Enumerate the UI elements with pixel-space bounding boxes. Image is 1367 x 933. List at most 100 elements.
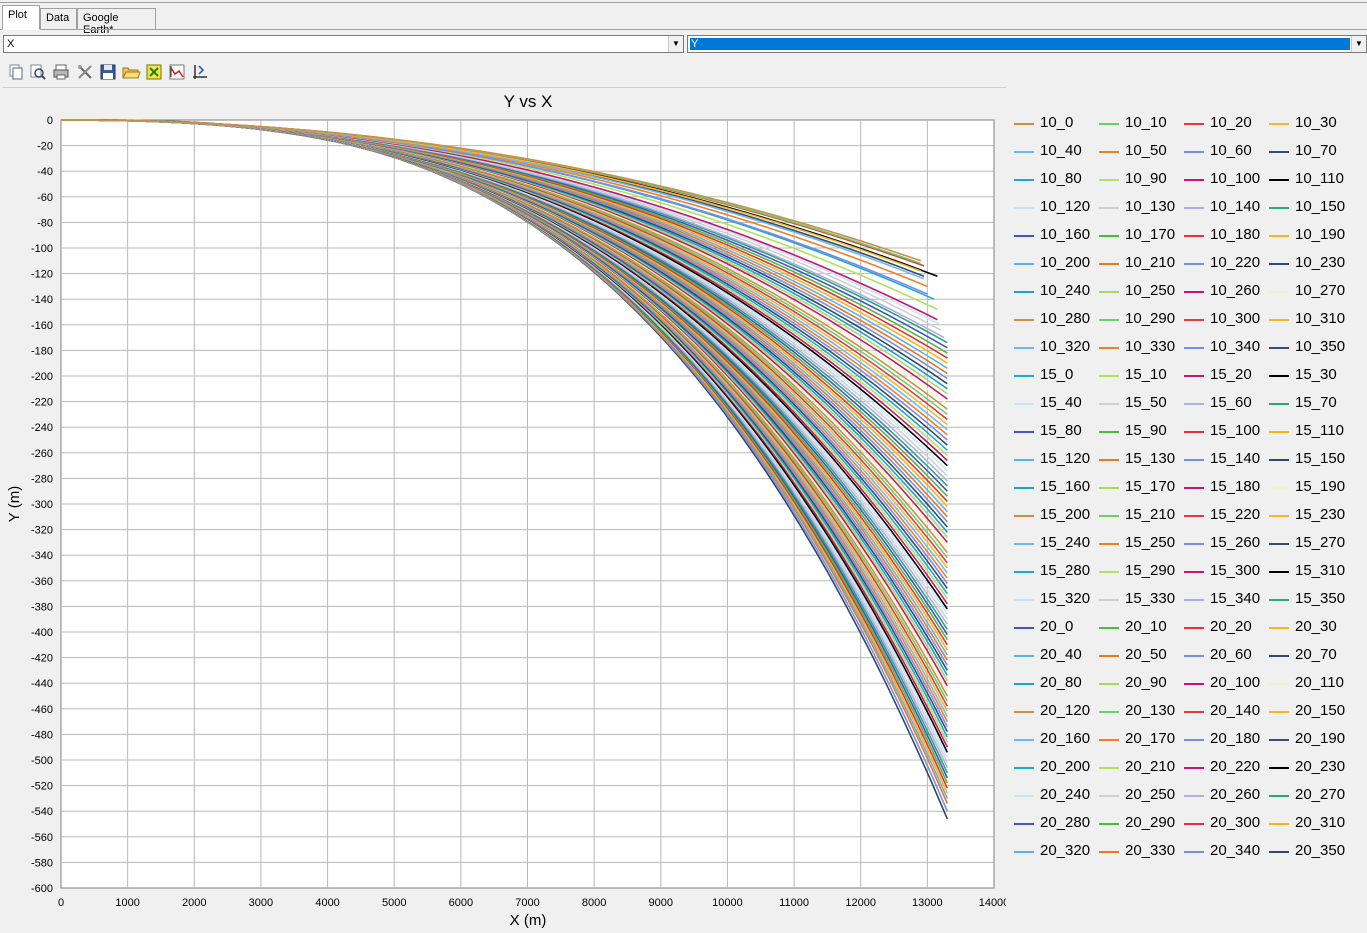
legend-label: 10_60 xyxy=(1210,142,1252,159)
x-axis-selector[interactable]: X ▼ xyxy=(3,35,684,53)
copy-icon[interactable] xyxy=(6,62,26,82)
legend-swatch xyxy=(1269,403,1289,405)
legend-label: 20_100 xyxy=(1210,674,1261,691)
legend-label: 10_10 xyxy=(1125,114,1167,131)
x-tick-label: 3000 xyxy=(249,897,273,909)
legend-swatch xyxy=(1269,347,1289,349)
y-tick-label: -280 xyxy=(31,473,53,485)
legend-label: 20_160 xyxy=(1040,730,1091,747)
legend-swatch xyxy=(1099,795,1119,797)
legend-label: 10_70 xyxy=(1295,142,1337,159)
series-line-10_0 xyxy=(61,119,921,262)
tick-layer: 0 1000 2000 3000 4000 5000 6000 7000 8000 9000 100… xyxy=(31,115,1006,909)
legend-label: 20_280 xyxy=(1040,814,1091,831)
legend-label: 15_50 xyxy=(1125,394,1167,411)
legend-label: 20_90 xyxy=(1125,674,1167,691)
y-tick-label: -340 xyxy=(31,550,53,562)
y-axis-selector[interactable]: Y ▼ xyxy=(687,35,1367,53)
legend-swatch xyxy=(1184,459,1204,461)
y-tick-label: -520 xyxy=(31,781,53,793)
x-tick-label: 11000 xyxy=(779,897,809,909)
x-tick-label: 2000 xyxy=(182,897,206,909)
legend-swatch xyxy=(1014,151,1034,153)
y-tick-label: -120 xyxy=(31,269,53,281)
legend-swatch xyxy=(1014,263,1034,265)
legend-swatch xyxy=(1269,571,1289,573)
legend-label: 20_340 xyxy=(1210,842,1261,859)
legend-label: 15_230 xyxy=(1295,506,1346,523)
open-folder-icon[interactable] xyxy=(121,62,141,82)
legend-swatch xyxy=(1099,123,1119,125)
legend-swatch xyxy=(1099,823,1119,825)
legend-label: 20_40 xyxy=(1040,646,1082,663)
legend-swatch xyxy=(1014,515,1034,517)
legend-label: 20_220 xyxy=(1210,758,1261,775)
legend-swatch xyxy=(1014,599,1034,601)
legend-label: 15_220 xyxy=(1210,506,1261,523)
legend-swatch xyxy=(1184,683,1204,685)
legend-swatch xyxy=(1099,711,1119,713)
legend-label: 15_200 xyxy=(1040,506,1091,523)
legend-label: 15_80 xyxy=(1040,422,1082,439)
legend-label: 20_330 xyxy=(1125,842,1176,859)
legend-label: 10_50 xyxy=(1125,142,1167,159)
tab-data[interactable]: Data xyxy=(40,8,77,29)
legend-swatch xyxy=(1014,179,1034,181)
y-tick-label: -580 xyxy=(31,857,53,869)
save-icon[interactable] xyxy=(98,62,118,82)
legend-label: 20_50 xyxy=(1125,646,1167,663)
legend-label: 15_260 xyxy=(1210,534,1261,551)
legend-label: 20_60 xyxy=(1210,646,1252,663)
legend-swatch xyxy=(1269,375,1289,377)
trajectory-chart[interactable]: Y vs X X (m) Y (m) 0 1000 2000 3000 4000 5000… xyxy=(3,88,1006,930)
tab-plot[interactable]: Plot xyxy=(2,5,40,30)
chevron-down-icon[interactable]: ▼ xyxy=(668,36,683,52)
legend-label: 20_30 xyxy=(1295,618,1337,635)
legend-label: 15_340 xyxy=(1210,590,1261,607)
legend-label: 15_90 xyxy=(1125,422,1167,439)
legend-swatch xyxy=(1099,767,1119,769)
legend-label: 10_240 xyxy=(1040,282,1091,299)
legend-swatch xyxy=(1269,123,1289,125)
legend-label: 10_350 xyxy=(1295,338,1346,355)
legend-swatch xyxy=(1184,711,1204,713)
legend-swatch xyxy=(1184,795,1204,797)
legend-swatch xyxy=(1014,655,1034,657)
legend-label: 10_100 xyxy=(1210,170,1261,187)
legend-label: 20_210 xyxy=(1125,758,1176,775)
zoom-icon[interactable] xyxy=(28,62,48,82)
tab-google-earth[interactable]: Google Earth* xyxy=(77,8,156,36)
y-tick-label: -40 xyxy=(37,166,53,178)
chevron-down-icon[interactable]: ▼ xyxy=(1351,36,1366,52)
print-icon[interactable] xyxy=(51,62,71,82)
legend-swatch xyxy=(1184,319,1204,321)
axis-icon[interactable] xyxy=(190,62,210,82)
legend-swatch xyxy=(1269,739,1289,741)
legend-label: 15_130 xyxy=(1125,450,1176,467)
legend-label: 15_290 xyxy=(1125,562,1176,579)
legend-label: 15_210 xyxy=(1125,506,1176,523)
legend-swatch xyxy=(1099,683,1119,685)
legend-label: 20_120 xyxy=(1040,702,1091,719)
legend-label: 10_330 xyxy=(1125,338,1176,355)
legend-swatch xyxy=(1014,487,1034,489)
chart-icon[interactable] xyxy=(167,62,187,82)
legend-label: 20_320 xyxy=(1040,842,1091,859)
legend-label: 15_240 xyxy=(1040,534,1091,551)
legend-label: 15_140 xyxy=(1210,450,1261,467)
legend-swatch xyxy=(1014,823,1034,825)
chart-legend: 10_0 10_10 10_20 10_30 10_40 10_50 10_60 10_70 1… xyxy=(1010,110,1367,870)
legend-label: 15_120 xyxy=(1040,450,1091,467)
y-tick-label: -100 xyxy=(31,243,53,255)
legend-label: 15_100 xyxy=(1210,422,1261,439)
legend-label: 10_250 xyxy=(1125,282,1176,299)
y-tick-label: -260 xyxy=(31,448,53,460)
legend-label: 15_70 xyxy=(1295,394,1337,411)
tab-bar-bottom-border xyxy=(0,29,1367,30)
legend-swatch xyxy=(1184,123,1204,125)
legend-swatch xyxy=(1099,431,1119,433)
legend-swatch xyxy=(1099,487,1119,489)
legend-label: 15_170 xyxy=(1125,478,1176,495)
tools-icon[interactable] xyxy=(75,62,95,82)
export-icon[interactable] xyxy=(144,62,164,82)
